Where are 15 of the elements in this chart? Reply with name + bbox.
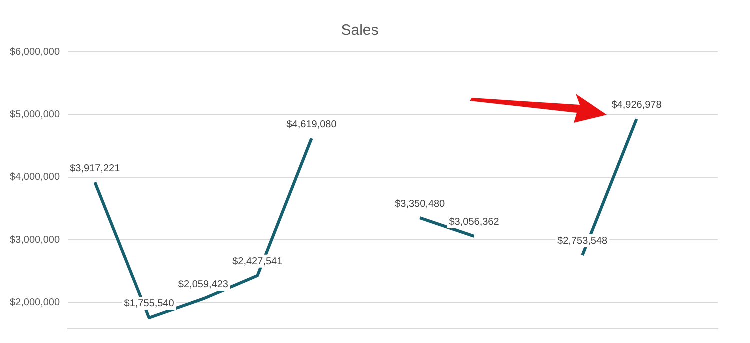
y-tick-label: $2,000,000 [10,297,60,308]
text: $3,350,480 [395,198,446,210]
text: $3,917,221 [70,163,120,174]
text: $2,427,541 [232,256,283,268]
text: $4,619,080 [286,119,337,130]
text: $2,059,423 [178,280,228,291]
text: $4,926,978 [612,100,662,111]
y-tick-label: $4,000,000 [10,172,60,184]
y-tick-label: $5,000,000 [10,109,60,120]
text: $2,753,548 [558,236,608,248]
y-tick-label: $3,000,000 [10,234,60,246]
y-tick-label: $6,000,000 [10,46,60,58]
text: $1,755,540 [124,298,174,310]
text: $3,056,362 [449,217,500,228]
chart-title: Sales [341,22,379,40]
